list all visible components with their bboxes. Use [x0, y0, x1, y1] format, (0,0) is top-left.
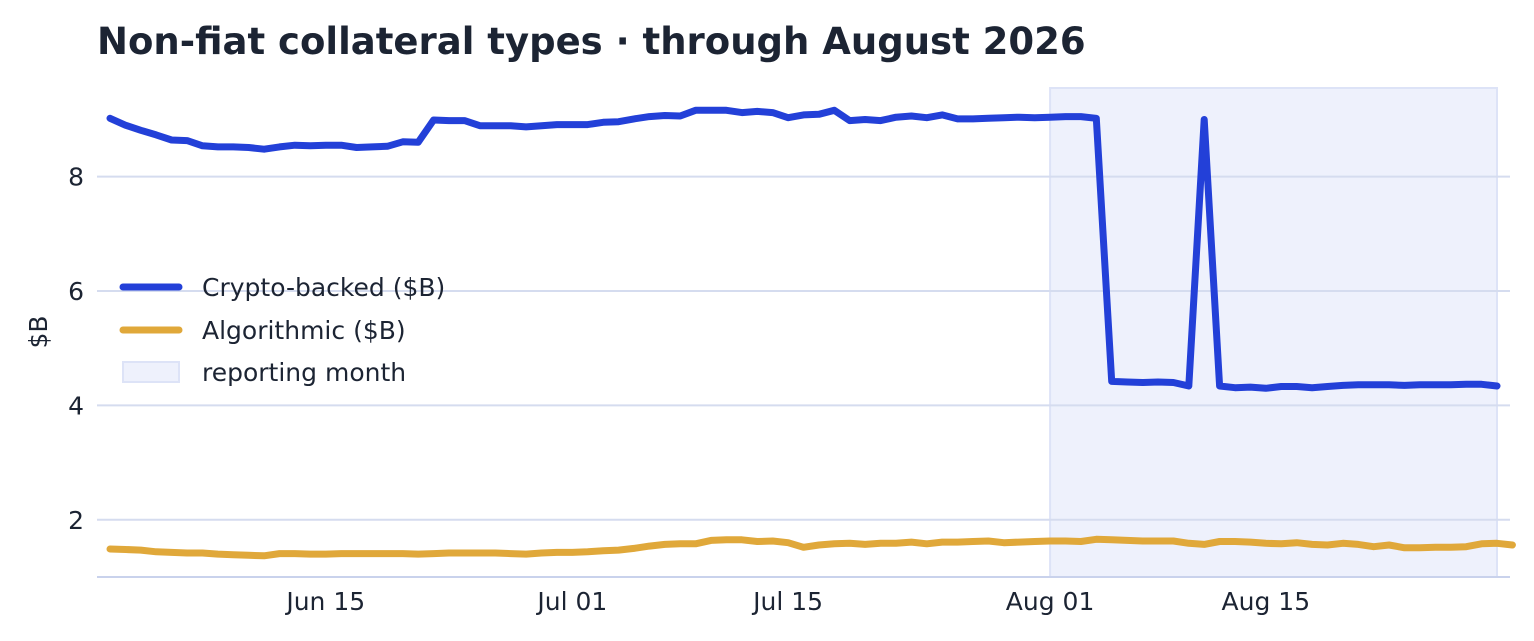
x-tick-label: Jul 15 — [751, 587, 823, 616]
legend-swatch-reporting-month — [122, 361, 180, 383]
x-tick-label: Jun 15 — [284, 587, 365, 616]
series-line-algorithmic — [106, 535, 1516, 560]
y-axis-label: $B — [24, 315, 53, 348]
y-tick-label: 2 — [68, 506, 84, 535]
series-line-crypto-backed — [106, 106, 1501, 392]
x-tick-label: Jul 01 — [535, 587, 607, 616]
y-tick-label: 4 — [68, 391, 84, 420]
y-tick-label: 8 — [68, 163, 84, 192]
legend-label-reporting-month: reporting month — [202, 358, 406, 387]
chart-title: Non-fiat collateral types · through Augu… — [97, 20, 1086, 63]
x-tick-label: Aug 01 — [1006, 587, 1095, 616]
legend-label-algorithmic: Algorithmic ($B) — [202, 316, 406, 345]
legend: Crypto-backed ($B) Algorithmic ($B) repo… — [119, 273, 445, 387]
y-tick-labels: 2 4 6 8 — [68, 163, 84, 535]
y-gridlines — [97, 175, 1510, 521]
legend-label-crypto-backed: Crypto-backed ($B) — [202, 273, 445, 302]
y-tick-label: 6 — [68, 277, 84, 306]
x-tick-labels: Jun 15 Jul 01 Jul 15 Aug 01 Aug 15 — [284, 587, 1310, 616]
x-tick-label: Aug 15 — [1222, 587, 1311, 616]
reporting-month-region — [1049, 87, 1498, 578]
series-lines — [106, 106, 1516, 560]
